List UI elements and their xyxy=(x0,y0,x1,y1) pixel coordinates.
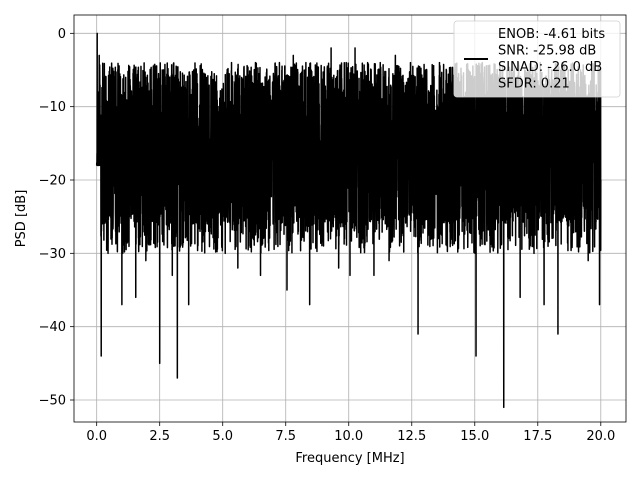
x-tick-label: 10.0 xyxy=(334,429,363,444)
series-layer xyxy=(95,32,602,409)
plot-frame xyxy=(73,14,627,423)
legend-box xyxy=(453,20,621,98)
x-tick-label: 20.0 xyxy=(586,429,615,444)
y-tick-label: 0 xyxy=(58,27,66,42)
y-axis-label: PSD [dB] xyxy=(14,190,29,248)
y-tick-label: −40 xyxy=(39,320,66,335)
legend: ENOB: -4.61 bits SNR: -25.98 dB SINAD: -… xyxy=(453,20,621,98)
x-tick-label: 2.5 xyxy=(149,429,170,444)
x-axis-label: Frequency [MHz] xyxy=(295,451,404,466)
legend-sfdr: SFDR: 0.21 xyxy=(498,77,570,92)
x-tick-label: 12.5 xyxy=(397,429,426,444)
x-tick-label: 5.0 xyxy=(212,429,233,444)
y-tick-label: −30 xyxy=(39,247,66,262)
psd-series-line xyxy=(95,32,602,409)
x-tick-label: 17.5 xyxy=(523,429,552,444)
x-tick-label: 0.0 xyxy=(86,429,107,444)
x-tick-label: 7.5 xyxy=(275,429,296,444)
ticks-layer: 0.0 2.5 5.0 7.5 10.0 12.5 15.0 17.5 20.0 0 −10 −20 −… xyxy=(39,27,616,444)
legend-enob: ENOB: -4.61 bits xyxy=(498,27,605,42)
y-tick-label: −10 xyxy=(39,100,66,115)
y-tick-label: −20 xyxy=(39,174,66,189)
legend-sinad: SINAD: -26.0 dB xyxy=(498,60,602,75)
x-tick-label: 15.0 xyxy=(460,429,489,444)
y-tick-label: −50 xyxy=(39,394,66,409)
legend-snr: SNR: -25.98 dB xyxy=(498,44,596,59)
